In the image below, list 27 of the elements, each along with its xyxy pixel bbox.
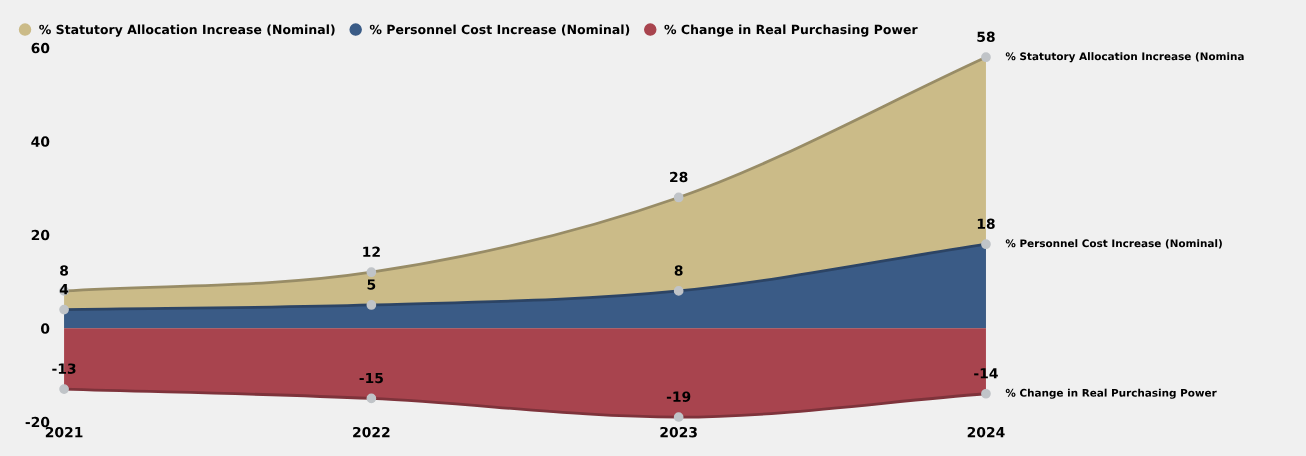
data-label: -19 [666,391,691,402]
y-tick-label: -20 [25,416,50,428]
data-label: 5 [367,279,376,290]
legend-label: % Statutory Allocation Increase (Nominal) [39,24,335,37]
annotation: % Statutory Allocation Increase (Nomina [1005,52,1244,63]
legend-label: % Change in Real Purchasing Power [664,24,918,37]
data-label: -14 [974,368,998,379]
data-label: 18 [977,218,995,229]
data-label: 58 [977,31,995,43]
x-tick-label: 2024 [967,426,1005,438]
x-tick-label: 2023 [660,426,697,438]
x-tick-label: 2021 [45,426,83,438]
data-label: 8 [60,265,69,276]
annotation: % Change in Real Purchasing Power [1005,388,1217,399]
y-tick-label: 0 [40,323,50,334]
data-label: -15 [359,372,383,384]
y-tick-label: 60 [31,42,50,54]
x-tick-label: 2022 [353,426,390,438]
y-tick-label: 40 [31,136,50,147]
data-label: 4 [59,284,69,295]
legend-label: % Personnel Cost Increase (Nominal) [369,24,630,36]
data-label: 28 [670,171,688,183]
annotation: % Personnel Cost Increase (Nominal) [1005,239,1222,249]
data-label: 12 [363,246,380,257]
data-label: -13 [52,363,76,374]
data-label: 8 [674,265,683,276]
y-tick-label: 20 [31,229,50,241]
